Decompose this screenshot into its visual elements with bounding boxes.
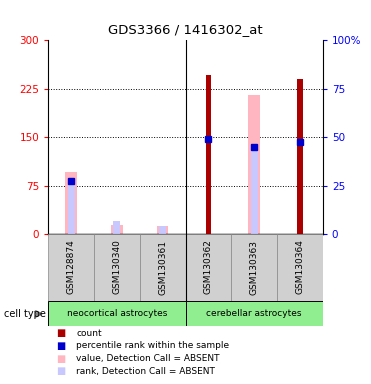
Text: neocortical astrocytes: neocortical astrocytes (67, 310, 167, 318)
Bar (114, 221, 120, 234)
Text: ■: ■ (56, 328, 65, 338)
Bar (140, 234, 186, 301)
Text: GSM128874: GSM128874 (67, 240, 76, 295)
Text: ■: ■ (56, 366, 65, 376)
Text: GSM130340: GSM130340 (112, 240, 121, 295)
Title: GDS3366 / 1416302_at: GDS3366 / 1416302_at (108, 23, 263, 36)
Bar (48, 234, 94, 301)
Bar (159, 227, 166, 234)
Bar (277, 234, 323, 301)
Bar (251, 149, 257, 234)
Text: rank, Detection Call = ABSENT: rank, Detection Call = ABSENT (76, 367, 215, 376)
Bar (157, 227, 168, 234)
Text: GSM130361: GSM130361 (158, 240, 167, 295)
Text: GSM130363: GSM130363 (250, 240, 259, 295)
Text: percentile rank within the sample: percentile rank within the sample (76, 341, 229, 351)
Text: value, Detection Call = ABSENT: value, Detection Call = ABSENT (76, 354, 220, 363)
Bar (249, 95, 260, 234)
Bar (68, 181, 75, 234)
Bar (186, 301, 323, 326)
Text: ■: ■ (56, 354, 65, 364)
Text: cerebellar astrocytes: cerebellar astrocytes (206, 310, 302, 318)
Text: GSM130364: GSM130364 (295, 240, 304, 295)
Text: count: count (76, 329, 102, 338)
Bar (65, 172, 77, 234)
Bar (48, 301, 186, 326)
Bar (94, 234, 140, 301)
Text: cell type: cell type (4, 309, 46, 319)
Bar (206, 74, 211, 234)
Bar (111, 225, 122, 234)
Bar (231, 234, 277, 301)
Bar (186, 234, 231, 301)
Text: GSM130362: GSM130362 (204, 240, 213, 295)
Bar (297, 79, 303, 234)
Text: ■: ■ (56, 341, 65, 351)
